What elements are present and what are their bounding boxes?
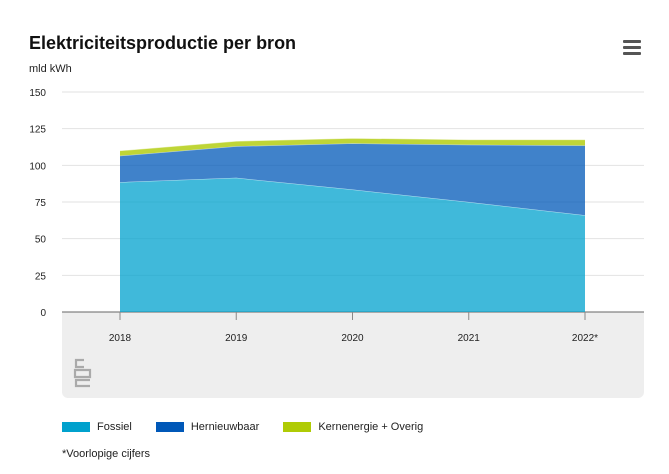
y-tick-label: 25 — [35, 271, 47, 282]
hamburger-menu-icon[interactable] — [623, 40, 641, 56]
y-tick-label: 50 — [35, 235, 47, 246]
footnote: *Voorlopige cijfers — [62, 448, 151, 460]
legend-label-hernieuwbaar: Hernieuwbaar — [190, 421, 260, 433]
x-tick-label: 2018 — [109, 333, 132, 344]
y-tick-label: 100 — [29, 161, 46, 172]
legend-swatch-hernieuwbaar — [155, 422, 184, 432]
cbs-logo-icon — [73, 358, 92, 388]
legend-swatch-kernenergie — [283, 422, 312, 432]
legend-label-kernenergie: Kernenergie + Overig — [318, 421, 424, 433]
area-edge-line — [119, 137, 585, 152]
x-tick-label: 2020 — [341, 333, 364, 344]
legend: Fossiel Hernieuwbaar Kernenergie + Overi… — [62, 421, 447, 433]
y-tick-label: 150 — [29, 88, 46, 99]
legend-label-fossiel: Fossiel — [97, 421, 132, 433]
legend-swatch-fossiel — [62, 422, 90, 432]
y-axis-unit-label: mld kWh — [29, 63, 72, 75]
chart-title: Elektriciteitsproductie per bron — [29, 33, 297, 53]
legend-item-fossiel[interactable]: Fossiel — [62, 421, 132, 433]
x-tick-label: 2021 — [458, 333, 481, 344]
area-series-hernieuwbaar[interactable] — [120, 143, 585, 216]
x-tick-label: 2022* — [572, 333, 598, 344]
legend-item-hernieuwbaar[interactable]: Hernieuwbaar — [155, 421, 260, 433]
area-series-kernenergie-overig[interactable] — [120, 138, 585, 156]
x-tick-label: 2019 — [225, 333, 248, 344]
y-tick-label: 0 — [40, 308, 46, 319]
area-series-fossiel[interactable] — [120, 177, 585, 312]
x-axis-panel — [62, 312, 644, 398]
y-tick-label: 125 — [29, 125, 46, 136]
y-tick-label: 75 — [35, 198, 47, 209]
legend-item-kernenergie[interactable]: Kernenergie + Overig — [283, 421, 423, 433]
